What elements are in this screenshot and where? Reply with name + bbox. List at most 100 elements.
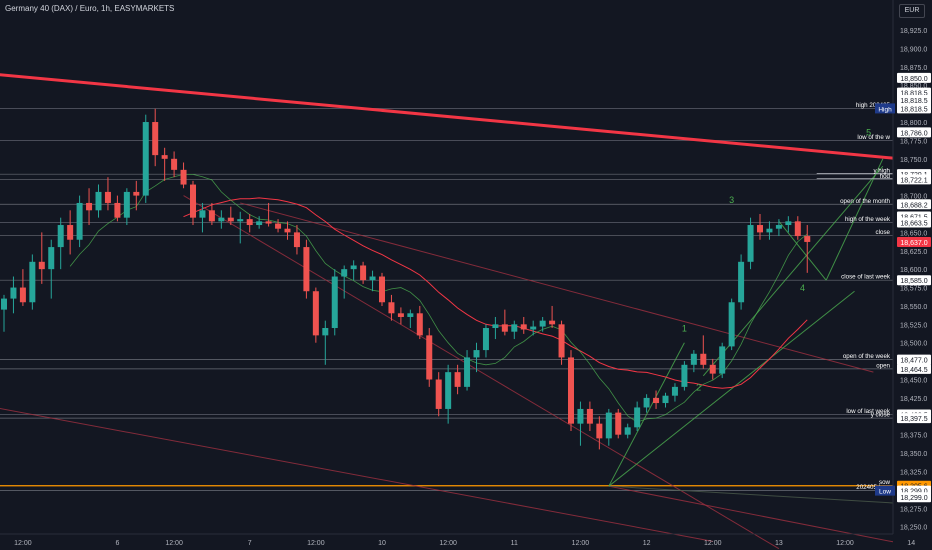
time-tick-label: 12:00 (165, 540, 183, 547)
candle-body (785, 221, 792, 226)
candle-body (757, 225, 763, 233)
trend-line (240, 202, 874, 373)
wave-label: 3 (729, 195, 734, 205)
trend-line (0, 73, 932, 164)
candle-body (671, 386, 678, 396)
price-tag-box (875, 103, 895, 114)
price-tick-label: 18,500.0 (900, 341, 927, 348)
time-tick-label: 14 (907, 540, 915, 547)
time-tick-label: 11 (511, 540, 518, 547)
trend-line (608, 485, 921, 506)
wave-label: 4 (800, 283, 805, 293)
candle-body (369, 276, 376, 281)
price-label-text: 18,818.5 (900, 91, 927, 98)
price-tick-label: 18,575.0 (900, 286, 927, 293)
candle-body (246, 219, 253, 226)
candle-body (634, 407, 641, 428)
candle-body (237, 219, 244, 222)
time-tick-label: 12:00 (14, 540, 32, 547)
price-label-box (897, 72, 931, 83)
candle-body (322, 328, 329, 336)
price-label-box (897, 236, 931, 247)
time-tick-label: 12:00 (439, 540, 457, 547)
price-axis[interactable]: 18,925.018,900.018,875.018,850.018,825.0… (875, 0, 932, 550)
candle-body (350, 265, 357, 270)
price-label-box (897, 94, 931, 105)
price-tick-label: 18,625.0 (900, 249, 927, 256)
candle-body (586, 408, 593, 424)
candle-body (19, 287, 26, 303)
currency-button[interactable]: EUR (899, 4, 925, 18)
price-label-box (897, 174, 931, 185)
candle-body (492, 324, 499, 329)
candle-body (624, 427, 631, 435)
candle-body (275, 223, 282, 229)
candle-body (29, 261, 36, 303)
price-tick-label: 18,750.0 (900, 157, 927, 164)
candle-body (67, 225, 74, 240)
candle-body (539, 320, 546, 327)
price-tick-label: 18,600.0 (900, 267, 927, 274)
candle-body (388, 302, 395, 314)
level-label: 202405 Low (856, 484, 890, 491)
trend-line (608, 342, 685, 487)
wave-label: 5 (866, 127, 871, 137)
candle-body (747, 225, 754, 262)
candle-body (123, 191, 130, 218)
candle-body (520, 324, 527, 330)
candle-body (293, 232, 300, 248)
trend-line (778, 221, 827, 281)
time-axis[interactable]: 12:00 6 12:00 7 12:00 10 12:00 11 12:00 12 12:00 13… (0, 533, 915, 547)
price-tick-label: 18,850.0 (900, 83, 927, 90)
price-tick-label: 18,925.0 (900, 28, 927, 35)
candle-body (709, 364, 716, 374)
candle-body (728, 302, 735, 347)
candle-body (549, 320, 556, 325)
candle-body (379, 276, 385, 303)
candle-body (331, 276, 338, 329)
price-label-box (897, 217, 931, 228)
time-tick-label: 12:00 (704, 540, 722, 547)
time-tick-label: 10 (378, 540, 386, 547)
price-tick-label: 18,325.0 (900, 469, 927, 476)
price-tick-label: 18,775.0 (900, 138, 927, 145)
candle-body (208, 210, 215, 222)
candle-body (568, 357, 574, 424)
price-label-text: 18,299.0 (900, 489, 927, 496)
drawing-lines[interactable] (0, 73, 932, 550)
trend-line (608, 290, 855, 487)
level-label: low of the w (857, 134, 890, 141)
candle-body (171, 158, 178, 170)
wave-labels: 1 2 3 4 5 (682, 127, 871, 392)
price-label-text: 18,637.0 (900, 240, 927, 247)
candle-body (38, 261, 45, 270)
candle-body (10, 287, 17, 299)
candle-body (775, 225, 782, 229)
candle-body (690, 353, 697, 365)
candle-body (180, 169, 187, 185)
price-tick-label: 18,700.0 (900, 194, 927, 201)
candle-body (190, 184, 196, 218)
price-label-box (897, 199, 931, 210)
time-tick-label: 12:00 (572, 540, 590, 547)
candle-body (86, 202, 93, 211)
candle-body (133, 191, 140, 196)
candle-body (700, 353, 707, 365)
price-label-text: 18,850.0 (900, 76, 927, 83)
trend-line (608, 485, 921, 548)
candle-body (397, 313, 404, 317)
candle-body (227, 217, 234, 222)
candles (1, 108, 811, 450)
candle-body (643, 397, 650, 408)
price-label-box (897, 492, 931, 503)
price-tick-label: 18,550.0 (900, 304, 927, 311)
candle-body (48, 247, 55, 270)
candle-body (454, 372, 461, 387)
price-label-text: 18,786.0 (900, 130, 927, 137)
price-label-text: 18,663.5 (900, 220, 927, 227)
price-tick-label: 18,650.0 (900, 230, 927, 237)
price-tick-label: 18,250.0 (900, 525, 927, 532)
